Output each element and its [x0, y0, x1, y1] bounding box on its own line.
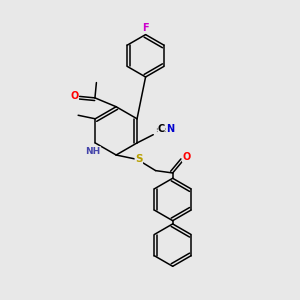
- Text: NH: NH: [85, 147, 100, 156]
- Text: O: O: [182, 152, 190, 162]
- Text: C: C: [158, 124, 165, 134]
- Text: O: O: [70, 92, 79, 101]
- Text: N: N: [166, 124, 174, 134]
- Text: F: F: [142, 23, 149, 33]
- Text: S: S: [135, 154, 142, 164]
